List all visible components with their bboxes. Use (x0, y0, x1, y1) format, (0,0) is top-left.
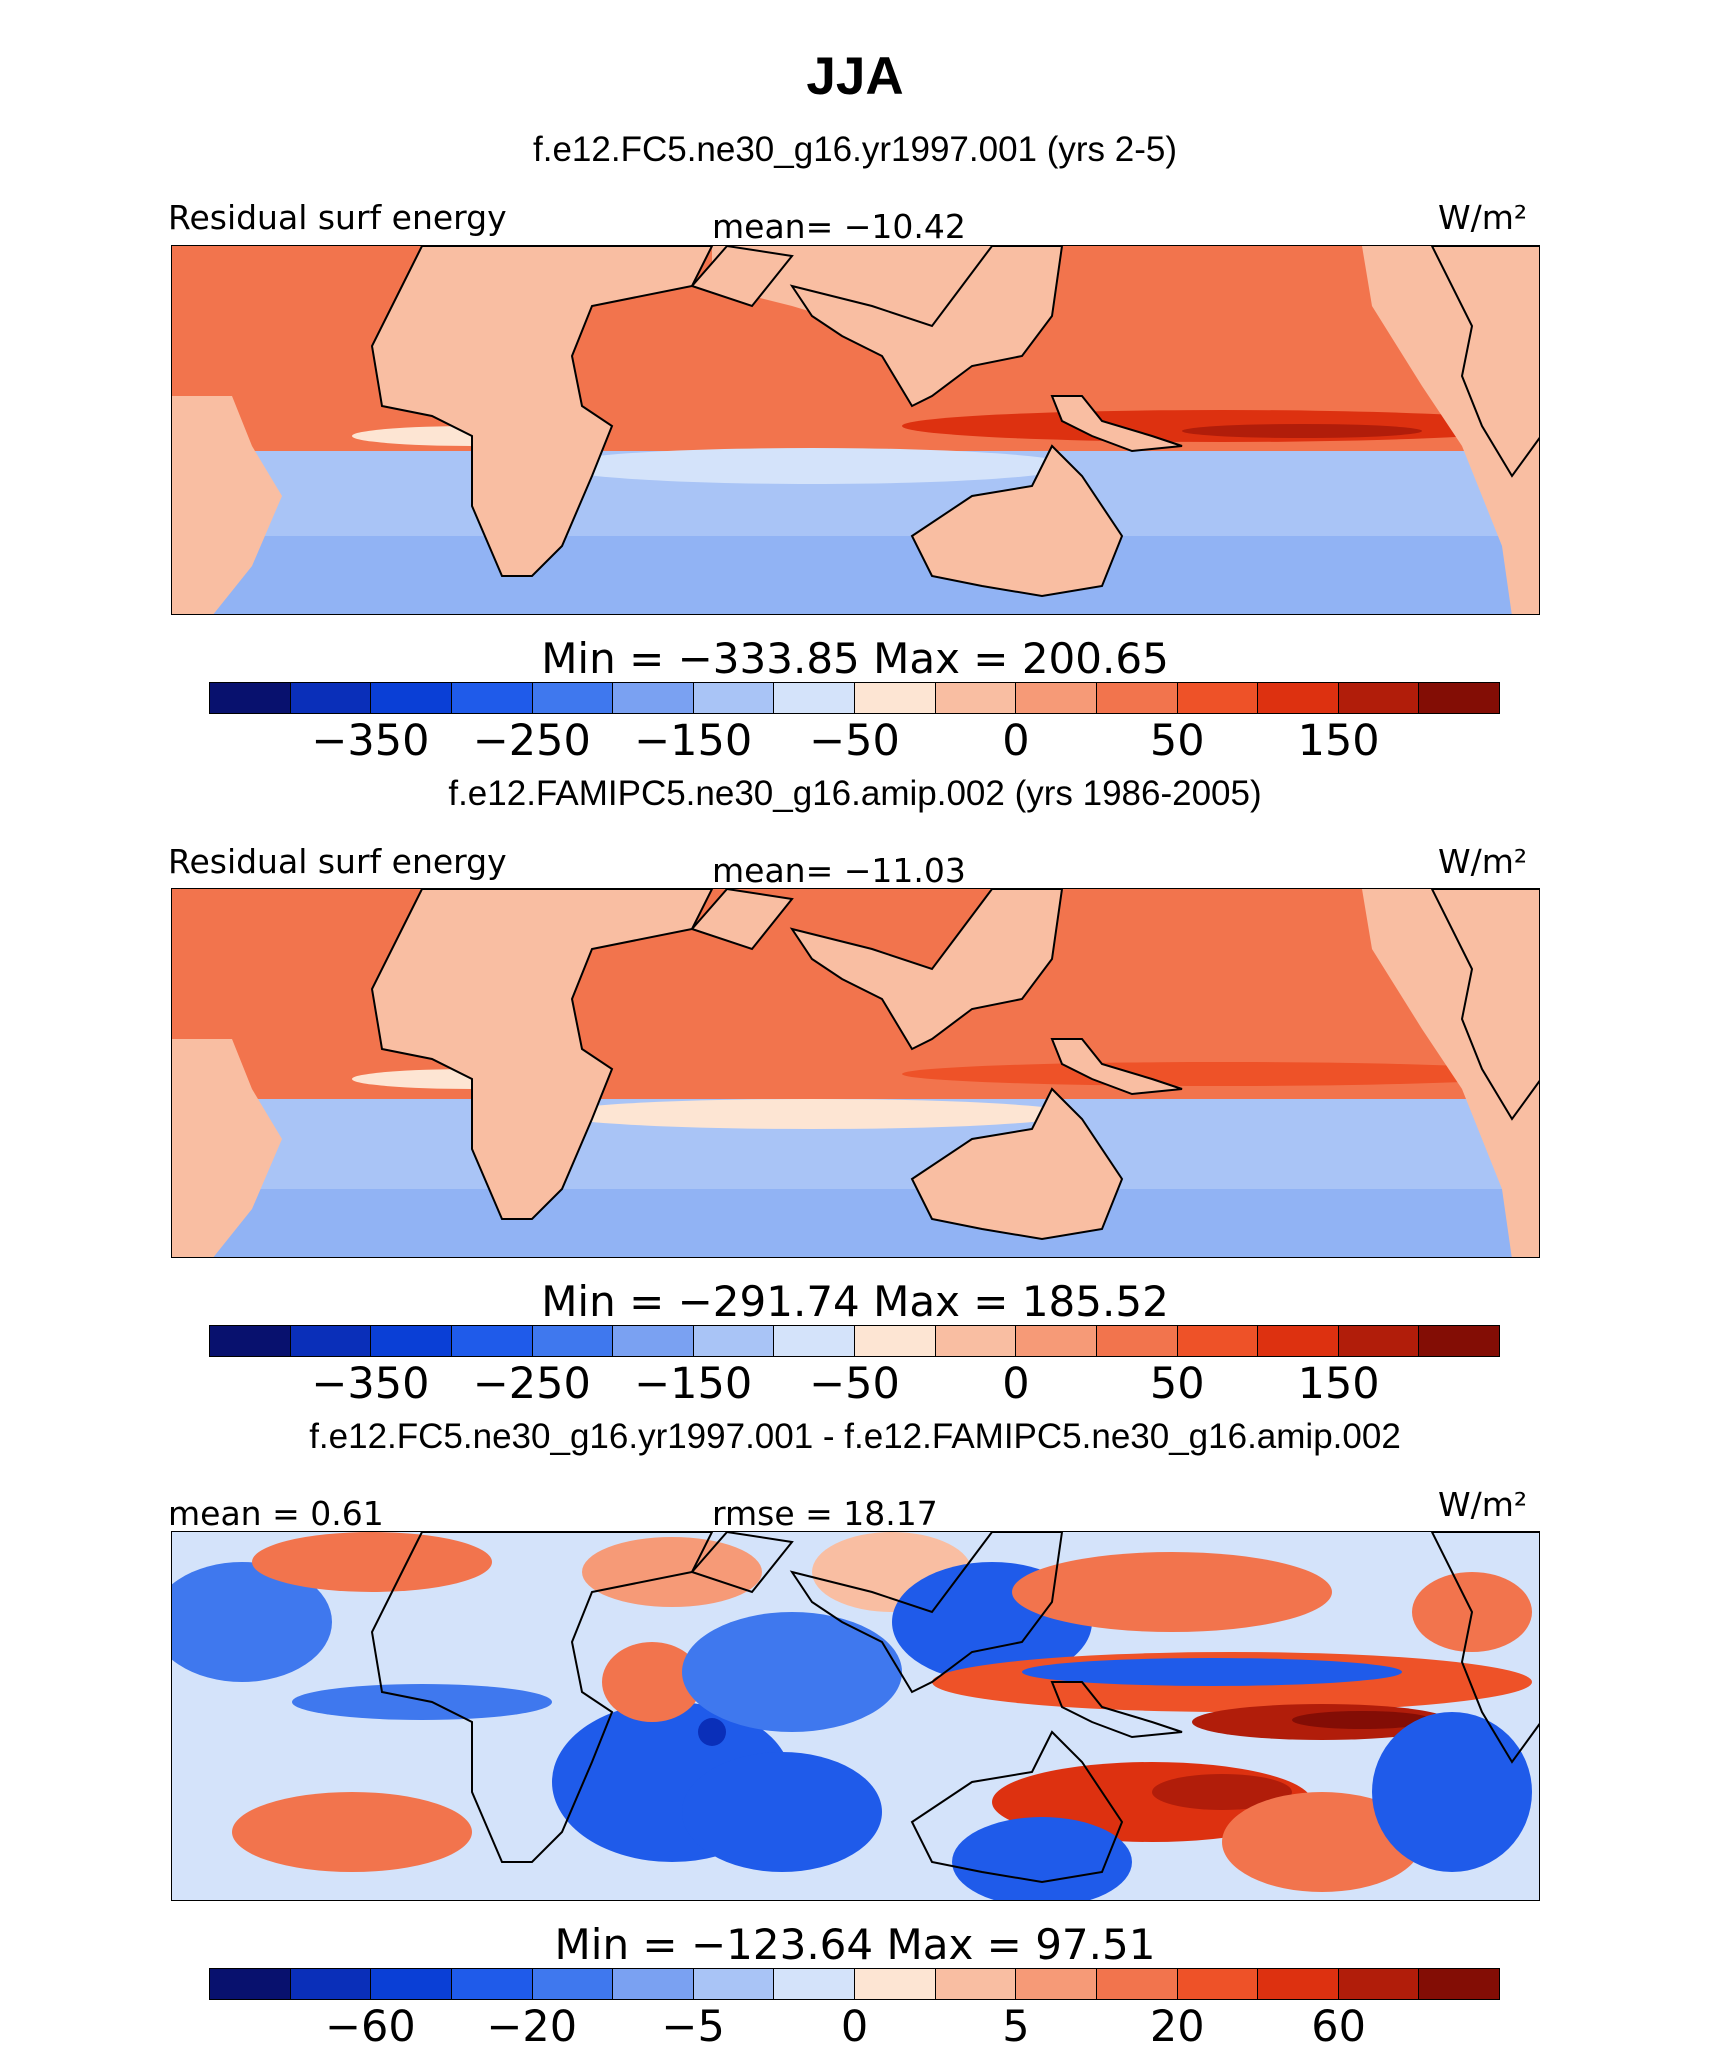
colorbar-swatch (1419, 1326, 1499, 1356)
colorbar-tick-label: −350 (311, 716, 430, 766)
colorbar-tick-label: −150 (634, 1359, 753, 1409)
colorbar-swatch (693, 683, 775, 713)
colorbar-swatch (855, 1326, 936, 1356)
colorbar-swatch (935, 1969, 1017, 1999)
colorbar-swatch (1338, 683, 1420, 713)
colorbar-swatch (290, 683, 372, 713)
colorbar-swatch (532, 683, 614, 713)
colorbar-swatch (1419, 1969, 1499, 1999)
colorbar-swatch (1258, 683, 1339, 713)
difference-field-patches (172, 1532, 1532, 1900)
colorbar-swatch (613, 1969, 694, 1999)
colorbar-tick-label: 0 (1002, 1359, 1030, 1409)
colorbar-ticks-2: −350 −250 −150 −50 0 50 150 (209, 1359, 1500, 1409)
colorbar-swatch (1177, 1326, 1259, 1356)
colorbar-swatch (1258, 1969, 1339, 1999)
colorbar-tick-label: 20 (1149, 2002, 1205, 2052)
coastline-outlines (370, 246, 1539, 598)
mean-label-3: mean = 0.61 (168, 1494, 384, 1533)
colorbar-swatch (210, 683, 291, 713)
colorbar-swatch (210, 1326, 291, 1356)
colorbar-tick-label: −50 (809, 716, 900, 766)
colorbar-swatch (1016, 683, 1097, 713)
colorbar-tick-label: −60 (325, 2002, 416, 2052)
map-panel-3 (171, 1531, 1540, 1901)
colorbar-swatch (1419, 683, 1499, 713)
colorbar-swatch (1096, 1326, 1178, 1356)
colorbar-tick-label: 50 (1149, 1359, 1205, 1409)
map-panel-1 (171, 245, 1540, 615)
colorbar-swatch (613, 683, 694, 713)
rmse-label-3: rmse = 18.17 (712, 1494, 938, 1533)
colorbar-2 (209, 1325, 1500, 1357)
colorbar-swatch (532, 1326, 614, 1356)
colorbar-tick-label: −50 (809, 1359, 900, 1409)
colorbar-tick-label: 150 (1297, 716, 1380, 766)
colorbar-tick-label: −5 (661, 2002, 725, 2052)
colorbar-tick-label: −250 (472, 716, 591, 766)
colorbar-swatch (1177, 1969, 1259, 1999)
variable-label-1: Residual surf energy (168, 198, 507, 237)
colorbar-tick-label: 0 (840, 2002, 869, 2052)
units-label-3: W/m² (1438, 1485, 1528, 1524)
colorbar-ticks-1: −350 −250 −150 −50 0 50 150 (209, 716, 1500, 766)
colorbar-swatch (371, 1326, 452, 1356)
colorbar-tick-label: 50 (1149, 716, 1205, 766)
colorbar-ticks-3: −60 −20 −5 0 5 20 60 (209, 2002, 1500, 2052)
colorbar-swatch (451, 683, 533, 713)
colorbar-swatch (693, 1969, 775, 1999)
colorbar-swatch (532, 1969, 614, 1999)
map-panel-2 (171, 888, 1540, 1258)
colorbar-swatch (693, 1326, 775, 1356)
colorbar-swatch (1338, 1969, 1420, 1999)
colorbar-swatch (451, 1969, 533, 1999)
colorbar-swatch (451, 1326, 533, 1356)
mean-label-2: mean= −11.03 (712, 851, 966, 890)
colorbar-swatch (1016, 1326, 1097, 1356)
colorbar-swatch (371, 683, 452, 713)
colorbar-tick-label: 0 (1002, 716, 1030, 766)
colorbar-swatch (1177, 683, 1259, 713)
colorbar-swatch (1258, 1326, 1339, 1356)
colorbar-swatch (210, 1969, 291, 1999)
colorbar-swatch (1016, 1969, 1097, 1999)
case-title-2: f.e12.FAMIPC5.ne30_g16.amip.002 (yrs 198… (448, 774, 1262, 813)
case-title-3: f.e12.FC5.ne30_g16.yr1997.001 - f.e12.FA… (309, 1417, 1401, 1456)
colorbar-swatch (371, 1969, 452, 1999)
colorbar-swatch (290, 1969, 372, 1999)
colorbar-tick-label: −350 (311, 1359, 430, 1409)
units-label-2: W/m² (1438, 842, 1528, 881)
variable-label-2: Residual surf energy (168, 842, 507, 881)
figure-title: JJA (806, 47, 904, 106)
colorbar-tick-label: −250 (472, 1359, 591, 1409)
colorbar-tick-label: −20 (486, 2002, 578, 2052)
case-title-1: f.e12.FC5.ne30_g16.yr1997.001 (yrs 2-5) (533, 130, 1177, 169)
colorbar-1 (209, 682, 1500, 714)
colorbar-swatch (855, 683, 936, 713)
colorbar-swatch (290, 1326, 372, 1356)
minmax-label-3: Min = −123.64 Max = 97.51 (554, 1920, 1156, 1969)
colorbar-swatch (1338, 1326, 1420, 1356)
colorbar-tick-label: 5 (1002, 2002, 1030, 2052)
mean-label-1: mean= −10.42 (712, 207, 966, 246)
colorbar-swatch (1096, 683, 1178, 713)
colorbar-tick-label: 150 (1297, 1359, 1380, 1409)
colorbar-tick-label: −150 (634, 716, 753, 766)
colorbar-tick-label: 60 (1311, 2002, 1366, 2052)
colorbar-swatch (774, 1326, 855, 1356)
units-label-1: W/m² (1438, 198, 1528, 237)
colorbar-swatch (935, 1326, 1017, 1356)
colorbar-swatch (1096, 1969, 1178, 1999)
minmax-label-2: Min = −291.74 Max = 185.52 (541, 1277, 1169, 1326)
colorbar-swatch (613, 1326, 694, 1356)
colorbar-3 (209, 1968, 1500, 2000)
minmax-label-1: Min = −333.85 Max = 200.65 (541, 634, 1169, 683)
colorbar-swatch (855, 1969, 936, 1999)
colorbar-swatch (935, 683, 1017, 713)
colorbar-swatch (774, 683, 855, 713)
colorbar-swatch (774, 1969, 855, 1999)
